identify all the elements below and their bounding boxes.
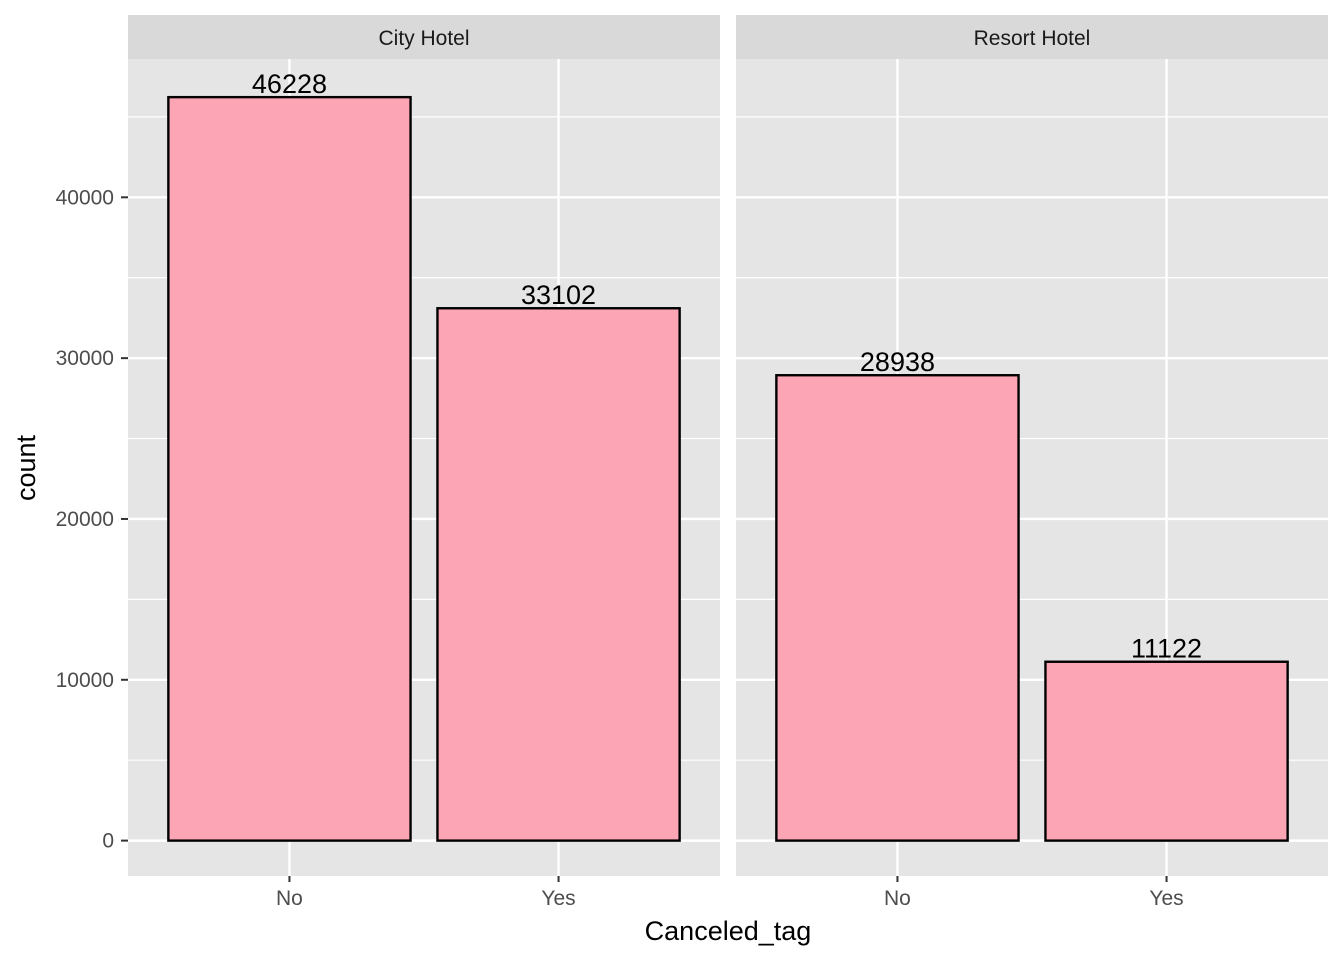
- y-axis: 0 10000 20000 30000 40000: [56, 186, 128, 853]
- bar-city-hotel-no: [167, 95, 412, 842]
- facet-strip-label: City Hotel: [378, 27, 469, 50]
- y-tick-label: 30000: [56, 347, 114, 370]
- facet-panel-1: Resort Hotel 28938 11122: [736, 15, 1328, 876]
- facet-strip: [736, 15, 1328, 59]
- x-tick-label: No: [884, 887, 911, 910]
- x-axis: No Yes No Yes: [276, 876, 1184, 910]
- y-tick-label: 0: [102, 830, 114, 853]
- panels-layer: City Hotel 46228 33102 Resort Hotel 28938 111…: [128, 15, 1328, 876]
- y-tick-label: 20000: [56, 508, 114, 531]
- y-tick-label: 40000: [56, 186, 114, 209]
- x-tick-label: Yes: [541, 887, 575, 910]
- facet-panel-0: City Hotel 46228 33102: [128, 15, 720, 876]
- x-tick-label: No: [276, 887, 303, 910]
- bar-value-label: 28938: [860, 347, 935, 377]
- bar-value-label: 11122: [1131, 634, 1202, 664]
- x-tick-label: Yes: [1149, 887, 1183, 910]
- bar-resort-hotel-no: [775, 374, 1020, 842]
- bar-value-label: 33102: [521, 280, 596, 310]
- y-tick-label: 10000: [56, 669, 114, 692]
- x-axis-title: Canceled_tag: [645, 916, 812, 946]
- facet-strip-label: Resort Hotel: [974, 27, 1091, 50]
- bar-resort-hotel-yes: [1044, 660, 1289, 842]
- y-axis-title: count: [11, 434, 41, 501]
- facet-strip: [128, 15, 720, 59]
- bar-value-label: 46228: [252, 69, 327, 99]
- bar-city-hotel-yes: [436, 307, 681, 842]
